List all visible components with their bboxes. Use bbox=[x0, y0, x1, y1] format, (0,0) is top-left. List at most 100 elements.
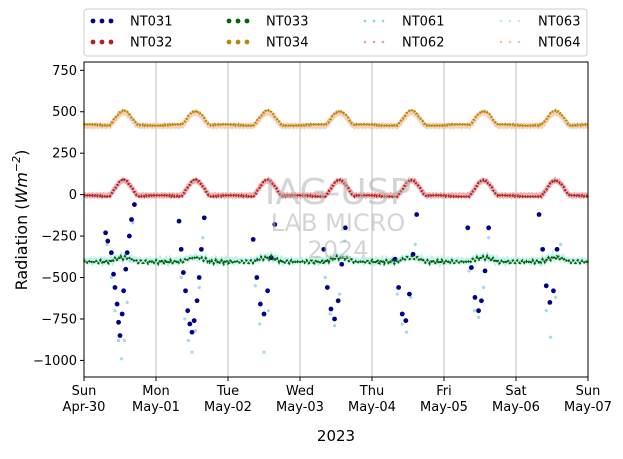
series-nt031-point bbox=[191, 318, 197, 324]
legend-marker bbox=[508, 40, 512, 44]
series-nt031-point bbox=[180, 270, 186, 275]
series-nt031-point bbox=[342, 225, 348, 231]
series-nt061-point bbox=[554, 295, 558, 300]
series-nt061-point bbox=[125, 300, 129, 304]
legend-item-nt032: NT032 bbox=[90, 36, 172, 51]
series-nt031-point bbox=[486, 225, 492, 231]
series-nt061-point bbox=[476, 315, 481, 319]
series-nt061-point bbox=[332, 324, 337, 328]
plot-area: IAG-USP LAB MICRO 2024 bbox=[82, 61, 590, 378]
series-nt031-point bbox=[124, 250, 130, 256]
x-tick-label-date: May-05 bbox=[420, 400, 468, 415]
series-nt061-point bbox=[253, 284, 257, 288]
legend-label: NT062 bbox=[402, 36, 444, 51]
legend-marker bbox=[372, 19, 376, 23]
x-axis-label: 2023 bbox=[317, 427, 355, 445]
y-axis-label-exponent: −2 bbox=[10, 156, 23, 172]
series-nt061-point bbox=[105, 242, 109, 246]
series-nt061-point bbox=[328, 312, 332, 316]
x-tick-label-date: May-02 bbox=[204, 400, 252, 415]
series-nt031-point bbox=[324, 285, 330, 290]
legend-marker bbox=[244, 18, 250, 24]
series-nt031-point bbox=[543, 283, 549, 289]
series-nt031-point bbox=[183, 288, 188, 294]
legend-marker bbox=[381, 19, 385, 23]
series-nt031-point bbox=[258, 301, 263, 307]
legend-marker bbox=[99, 18, 105, 24]
legend-marker bbox=[235, 18, 241, 24]
series-nt061-point bbox=[116, 338, 121, 343]
series-nt031-point bbox=[407, 291, 412, 297]
series-nt061-point bbox=[544, 309, 548, 313]
x-tick-label-date: May-04 bbox=[348, 400, 396, 415]
series-nt061-point bbox=[194, 328, 198, 333]
legend-label: NT061 bbox=[402, 15, 444, 30]
legend-marker bbox=[90, 39, 96, 45]
x-tick-label-day: Fri bbox=[436, 384, 452, 399]
series-nt031-point bbox=[116, 319, 121, 325]
series-nt031-point bbox=[201, 215, 207, 221]
series-nt061-point bbox=[343, 239, 347, 243]
series-nt031-point bbox=[321, 246, 327, 252]
x-tick-label-date: May-07 bbox=[564, 400, 612, 415]
legend-marker bbox=[90, 18, 96, 24]
watermark-line-2: LAB MICRO bbox=[271, 209, 406, 237]
legend-marker bbox=[499, 40, 503, 44]
series-nt031-point bbox=[476, 308, 481, 314]
series-nt061-point bbox=[179, 275, 183, 280]
series-nt061-point bbox=[119, 357, 124, 361]
legend-marker bbox=[244, 39, 250, 45]
series-nt061-point bbox=[548, 335, 553, 339]
legend-marker bbox=[108, 39, 114, 45]
series-nt061-point bbox=[404, 330, 409, 334]
legend-marker bbox=[99, 39, 105, 45]
series-nt061-point bbox=[409, 295, 413, 300]
series-nt031-point bbox=[117, 333, 123, 338]
series-nt031-point bbox=[551, 288, 556, 294]
series-nt034-line bbox=[83, 108, 589, 128]
series-nt031-point bbox=[396, 285, 402, 290]
series-nt031-point bbox=[399, 311, 405, 317]
legend-item-nt034: NT034 bbox=[226, 36, 308, 51]
y-axis-label-unit: Wm bbox=[12, 172, 31, 203]
series-nt061-point bbox=[413, 242, 417, 246]
series-nt031-point bbox=[132, 202, 137, 207]
series-nt031-point bbox=[250, 236, 256, 242]
series-nt031-point bbox=[554, 246, 560, 252]
legend-marker bbox=[517, 19, 521, 23]
y-axis-label: Radiation (Wm−2) bbox=[10, 150, 31, 291]
series-nt061-point bbox=[559, 242, 563, 246]
legend-marker bbox=[381, 40, 385, 44]
series-nt031-point bbox=[254, 275, 260, 280]
series-nt031-point bbox=[121, 288, 126, 294]
legend-item-nt063: NT063 bbox=[499, 15, 580, 30]
series-nt031-point bbox=[129, 217, 134, 222]
series-nt031-point bbox=[339, 261, 345, 267]
series-nt031-point bbox=[176, 218, 182, 224]
series-nt061-point bbox=[183, 317, 187, 321]
legend-item-nt061: NT061 bbox=[363, 15, 444, 30]
grid-lines bbox=[155, 62, 517, 377]
series-nt031-point bbox=[536, 212, 542, 217]
series-nt061-point bbox=[395, 292, 399, 296]
watermark: IAG-USP LAB MICRO 2024 bbox=[265, 172, 411, 264]
series-nt031-point bbox=[482, 268, 488, 274]
series-nt061-point bbox=[323, 275, 327, 280]
x-tick-label-date: May-06 bbox=[492, 400, 540, 415]
series-nt061-point bbox=[258, 322, 262, 326]
y-axis-label-main: Radiation ( bbox=[12, 203, 31, 290]
legend-marker bbox=[363, 40, 367, 44]
series-nt031-point bbox=[123, 266, 129, 272]
x-tick-label-day: Mon bbox=[142, 384, 169, 399]
series-nt031-point bbox=[335, 298, 341, 304]
x-tick-label-day: Tue bbox=[216, 384, 239, 399]
y-tick-label: −500 bbox=[41, 271, 77, 286]
y-tick-label: −750 bbox=[41, 312, 77, 327]
legend-label: NT031 bbox=[130, 15, 172, 30]
series-nt031-point bbox=[185, 308, 191, 314]
series-nt031-point bbox=[468, 265, 474, 270]
legend-item-nt033: NT033 bbox=[226, 15, 308, 30]
series-nt031-point bbox=[103, 230, 108, 236]
legend-marker bbox=[499, 19, 503, 23]
legend-marker bbox=[372, 40, 376, 44]
